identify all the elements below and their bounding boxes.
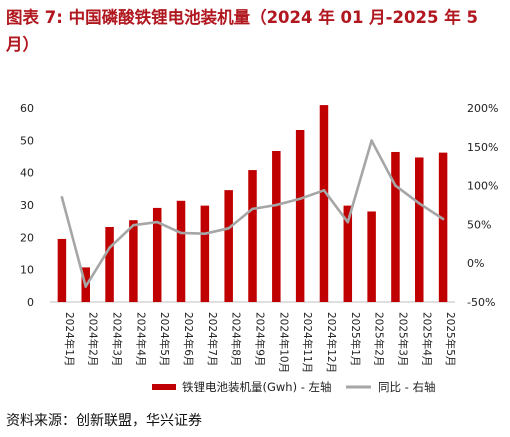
yoy-point-16: [417, 202, 421, 205]
bar-8: [224, 190, 233, 302]
yoy-point-5: [155, 220, 159, 224]
yoy-point-6: [179, 231, 183, 235]
yoy-point-1: [60, 195, 64, 199]
y-left-tick-label: 60: [20, 102, 34, 115]
y-right-tick-label: 50%: [467, 218, 491, 231]
y-right-tick-label: 0%: [467, 257, 484, 270]
yoy-point-2: [84, 285, 88, 288]
yoy-point-11: [298, 197, 302, 201]
yoy-point-3: [108, 246, 111, 249]
x-tick-label: 2024年8月: [230, 312, 243, 366]
chart-title: 图表 7: 中国磷酸铁锂电池装机量（2024 年 01 月-2025 年 5 月…: [6, 8, 478, 54]
yoy-point-10: [275, 203, 278, 207]
y-left-tick-label: 20: [20, 231, 34, 244]
bar-3: [105, 226, 114, 302]
bar-16: [415, 157, 424, 302]
bar-17: [438, 152, 448, 302]
x-tick-label: 2025年5月: [444, 312, 457, 366]
bar-13: [343, 205, 353, 302]
legend-line-label: 同比 - 右轴: [378, 380, 435, 394]
x-tick-label: 2025年3月: [396, 312, 409, 366]
x-tick-label: 2024年10月: [277, 312, 290, 373]
yoy-point-17: [441, 217, 445, 221]
legend-bar-label: 铁锂电池装机量(Gwh) - 左轴: [182, 380, 332, 394]
yoy-point-7: [203, 232, 207, 236]
x-tick-label: 2024年5月: [158, 312, 171, 366]
x-tick-label: 2024年4月: [134, 312, 147, 366]
bar-9: [248, 170, 257, 302]
y-right-tick-label: 200%: [467, 102, 498, 115]
bar-6: [176, 200, 186, 302]
x-tick-label: 2024年2月: [87, 312, 100, 366]
x-tick-label: 2024年12月: [325, 312, 338, 373]
bar-4: [129, 220, 138, 302]
y-left-tick-label: 10: [20, 264, 34, 277]
yoy-point-12: [322, 188, 326, 192]
y-right-tick-label: 150%: [467, 141, 498, 154]
x-tick-label: 2025年2月: [373, 312, 386, 366]
x-tick-label: 2024年9月: [254, 312, 267, 366]
yoy-point-8: [227, 226, 230, 230]
yoy-point-4: [132, 223, 135, 227]
bar-1: [57, 238, 67, 302]
bar-7: [200, 205, 210, 302]
legend-bar-swatch: [152, 384, 176, 390]
bar-14: [367, 211, 376, 302]
x-tick-label: 2024年11月: [301, 312, 314, 373]
yoy-point-14: [370, 139, 373, 142]
bar-5: [152, 207, 162, 302]
y-left-tick-label: 50: [20, 134, 34, 147]
bar-15: [391, 151, 400, 302]
x-tick-label: 2024年6月: [182, 312, 195, 366]
y-right-tick-label: 100%: [467, 180, 498, 193]
x-tick-label: 2024年1月: [63, 312, 76, 366]
yoy-point-9: [251, 207, 254, 211]
x-tick-label: 2024年3月: [111, 312, 124, 366]
bar-10: [272, 151, 281, 302]
y-left-tick-label: 0: [27, 296, 34, 309]
bar-11: [295, 129, 305, 302]
yoy-point-13: [346, 220, 350, 224]
x-tick-label: 2025年4月: [420, 312, 433, 366]
y-right-tick-label: -50%: [467, 296, 495, 309]
chart-source: 资料来源：创新联盟，华兴证券: [6, 413, 202, 429]
x-tick-label: 2025年1月: [349, 312, 362, 366]
bar-12: [319, 105, 329, 302]
y-left-tick-label: 30: [20, 199, 34, 212]
y-left-tick-label: 40: [20, 167, 34, 180]
x-tick-label: 2024年7月: [206, 312, 219, 366]
yoy-point-15: [394, 184, 397, 187]
